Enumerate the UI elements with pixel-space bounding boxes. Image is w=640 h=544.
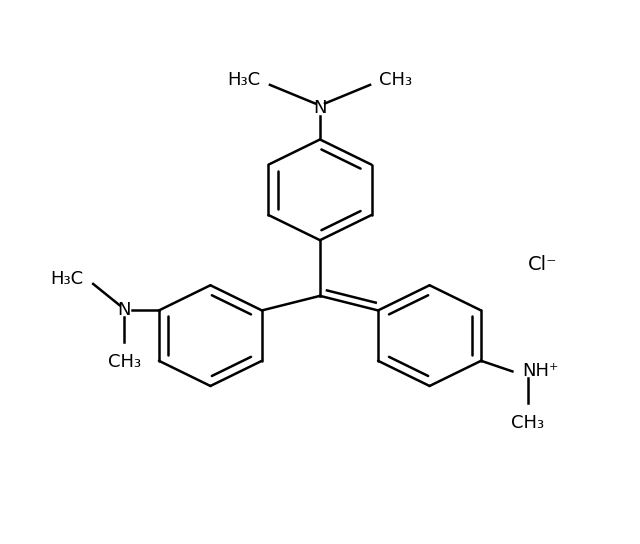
Text: N: N [313,98,327,116]
Text: NH⁺: NH⁺ [522,362,558,380]
Text: H₃C: H₃C [227,71,260,89]
Text: CH₃: CH₃ [511,414,545,432]
Text: Cl⁻: Cl⁻ [527,255,557,274]
Text: CH₃: CH₃ [380,71,413,89]
Text: CH₃: CH₃ [108,353,141,371]
Text: H₃C: H₃C [51,270,84,288]
Text: N: N [118,301,131,319]
